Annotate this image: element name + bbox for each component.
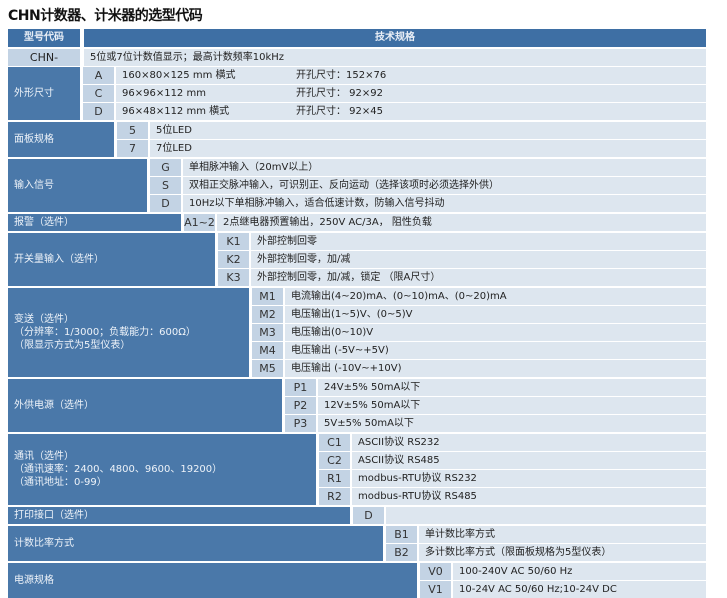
option-description: 电压输出(0~10)V (285, 324, 706, 341)
group-label: 计数比率方式 (8, 526, 383, 561)
group-label: 外供电源（选件） (8, 379, 282, 432)
option-description: modbus-RTU协议 RS232 (352, 470, 706, 487)
option-code: A1~2 (184, 214, 215, 231)
option-description: 10-24V AC 50/60 Hz;10-24V DC (453, 581, 706, 598)
option-description: 单计数比率方式 (419, 526, 706, 543)
option-code: K2 (218, 251, 249, 268)
group-label: 变送（选件） （分辨率：1/3000；负载能力：600Ω） （限显示方式为5型仪… (8, 288, 249, 377)
option-description: 外部控制回零 (251, 233, 706, 250)
header-spec-column: 技术规格 (84, 29, 706, 47)
group-label: 开关量输入（选件） (8, 233, 215, 286)
option-description: 电流输出(4~20)mA、(0~10)mA、(0~20)mA (285, 288, 706, 305)
option-code: M1 (252, 288, 283, 305)
option-code: M2 (252, 306, 283, 323)
option-code: P3 (285, 415, 316, 432)
cutout-size: 开孔尺寸： 92×45 (296, 106, 384, 117)
option-code: P2 (285, 397, 316, 414)
base-code: CHN- (8, 49, 80, 66)
cutout-size: 开孔尺寸： 92×92 (296, 88, 384, 99)
option-description: 7位LED (150, 140, 706, 157)
option-code: M5 (252, 360, 283, 377)
option-code: C2 (319, 452, 350, 469)
option-description: 双相正交脉冲输入，可识别正、反向运动（选择该项时必须选择外供） (183, 177, 706, 194)
option-code: V0 (420, 563, 451, 580)
option-description: 24V±5% 50mA以下 (318, 379, 706, 396)
option-description: 电压输出 (-10V~+10V) (285, 360, 706, 377)
option-code: 7 (117, 140, 148, 157)
group-label: 报警（选件） (8, 214, 181, 231)
option-description: 5位LED (150, 122, 706, 139)
option-description: 160×80×125 mm 横式 (116, 67, 706, 84)
group-label: 通讯（选件） （通讯速率：2400、4800、9600、19200） （通讯地址… (8, 434, 316, 505)
option-description: 5V±5% 50mA以下 (318, 415, 706, 432)
option-code: D (150, 195, 181, 212)
option-code: K1 (218, 233, 249, 250)
option-code: B1 (386, 526, 417, 543)
group-label: 面板规格 (8, 122, 114, 157)
option-code: C (83, 85, 114, 102)
option-code: R2 (319, 488, 350, 505)
page-title: CHN计数器、计米器的选型代码 (8, 8, 203, 24)
option-code: G (150, 159, 181, 176)
option-description: 外部控制回零，加/减 (251, 251, 706, 268)
option-code: C1 (319, 434, 350, 451)
option-description: modbus-RTU协议 RS485 (352, 488, 706, 505)
option-description: 外部控制回零，加/减，锁定 （限A尺寸） (251, 269, 706, 286)
option-description: 100-240V AC 50/60 Hz (453, 563, 706, 580)
option-code: D (83, 103, 114, 120)
option-code: V1 (420, 581, 451, 598)
option-description: 10Hz以下单相脉冲输入，适合低速计数，防输入信号抖动 (183, 195, 706, 212)
group-label: 打印接口（选件） (8, 507, 350, 524)
option-description: 96×48×112 mm 横式 (116, 103, 706, 120)
option-description: 96×96×112 mm (116, 85, 706, 102)
cutout-size: 开孔尺寸：152×76 (296, 70, 387, 81)
option-description: 多计数比率方式（限面板规格为5型仪表） (419, 544, 706, 561)
option-description (386, 507, 706, 524)
option-description: 电压输出(1~5)V、(0~5)V (285, 306, 706, 323)
option-code: M4 (252, 342, 283, 359)
option-code: D (353, 507, 384, 524)
option-code: S (150, 177, 181, 194)
option-code: P1 (285, 379, 316, 396)
option-code: B2 (386, 544, 417, 561)
option-description: 单相脉冲输入（20mV以上） (183, 159, 706, 176)
option-description: 2点继电器预置输出，250V AC/3A， 阻性负载 (217, 214, 706, 231)
group-label: 电源规格 (8, 563, 417, 598)
option-code: K3 (218, 269, 249, 286)
option-description: 12V±5% 50mA以下 (318, 397, 706, 414)
option-code: M3 (252, 324, 283, 341)
option-description: ASCII协议 RS232 (352, 434, 706, 451)
group-label: 外形尺寸 (8, 67, 80, 120)
option-description: ASCII协议 RS485 (352, 452, 706, 469)
option-code: A (83, 67, 114, 84)
header-code-column: 型号代码 (8, 29, 80, 47)
option-code: 5 (117, 122, 148, 139)
option-code: R1 (319, 470, 350, 487)
base-description: 5位或7位计数值显示；最高计数频率10kHz (84, 49, 706, 66)
group-label: 输入信号 (8, 159, 147, 212)
option-description: 电压输出 (-5V~+5V) (285, 342, 706, 359)
